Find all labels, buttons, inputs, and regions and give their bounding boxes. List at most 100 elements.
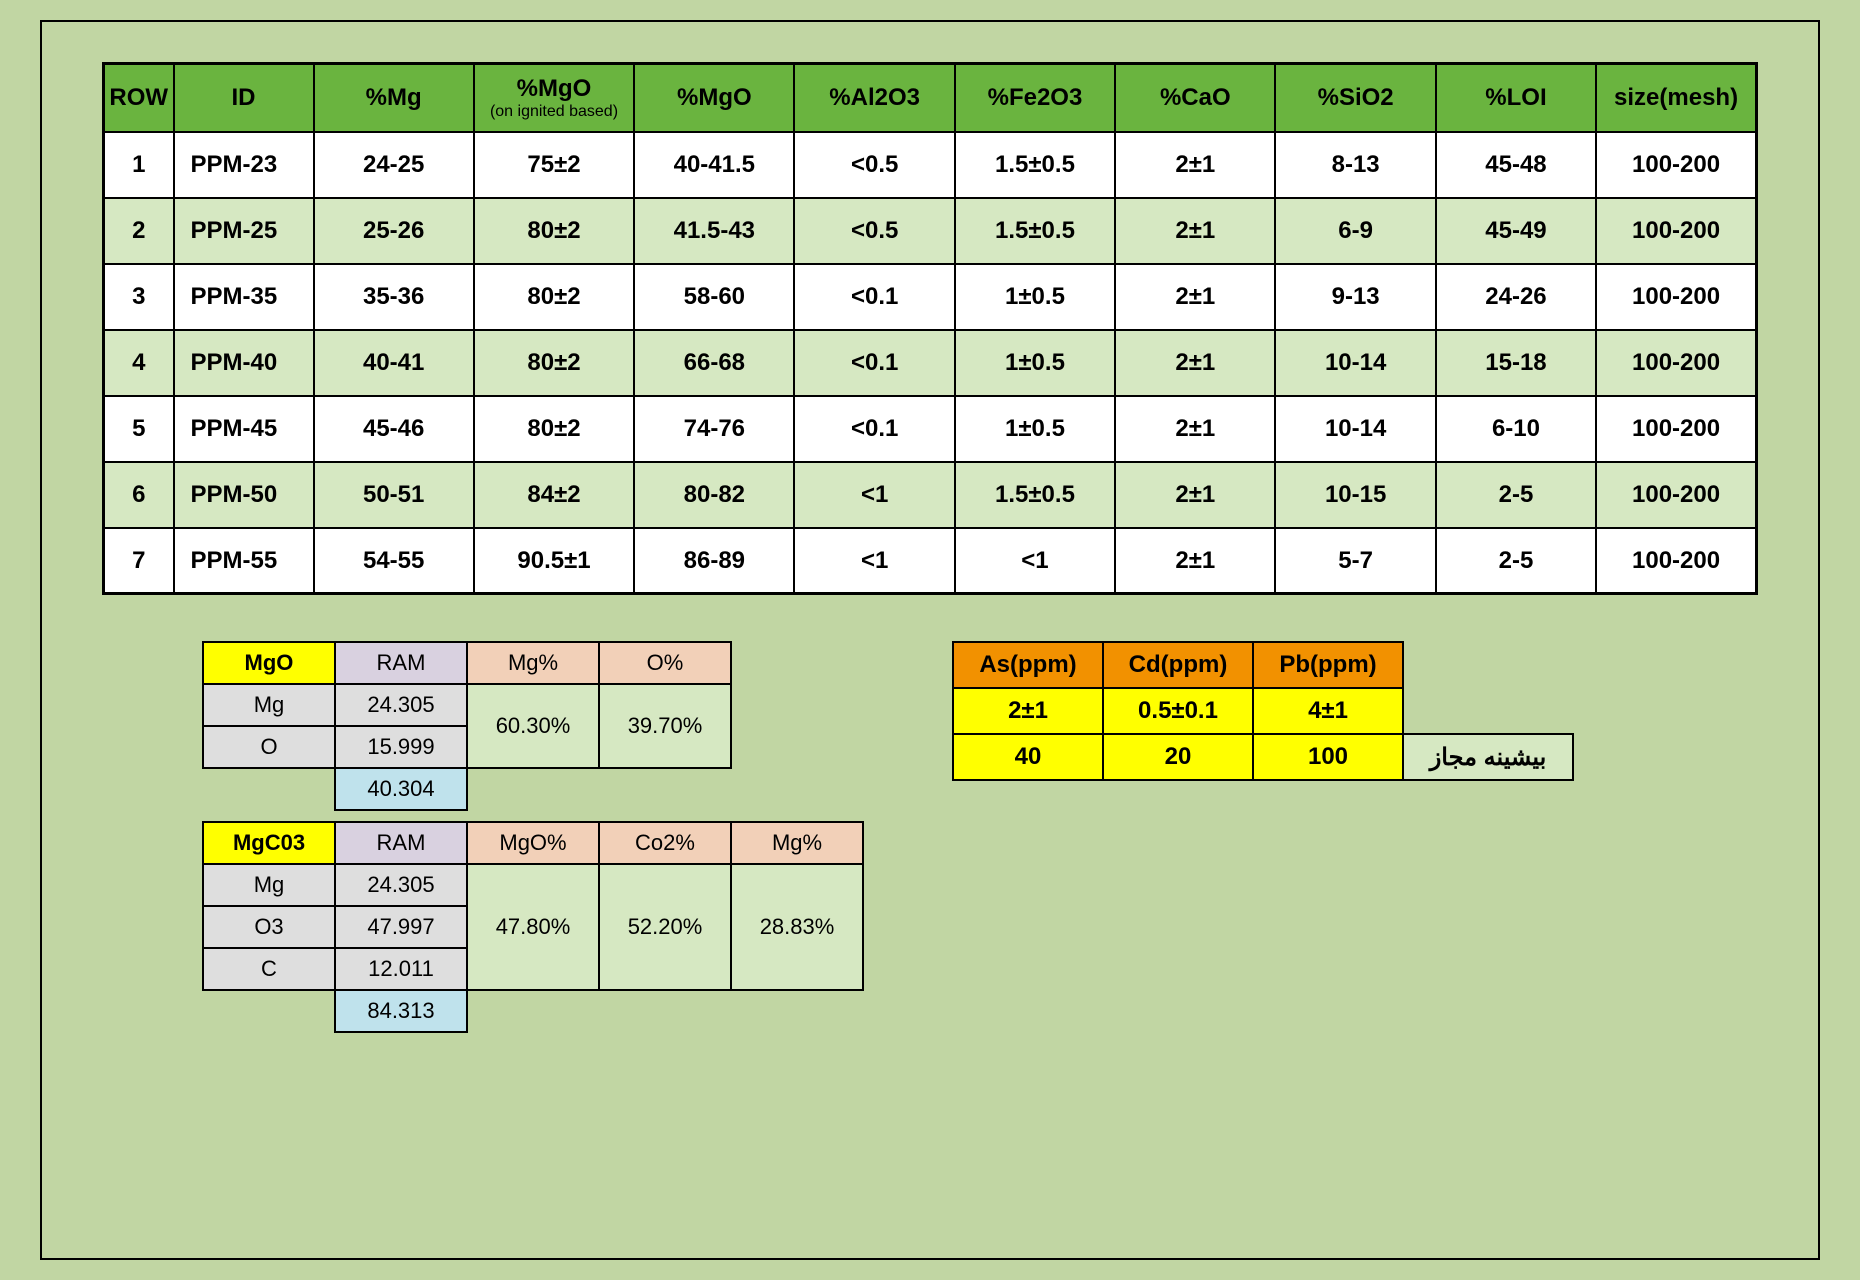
col-mgo: %MgO <box>634 64 794 132</box>
table-cell: 9-13 <box>1275 264 1435 330</box>
col-mgo-ign: %MgO (on ignited based) <box>474 64 634 132</box>
table-cell: 1±0.5 <box>955 396 1115 462</box>
specs-table: ROW ID %Mg %MgO (on ignited based) %MgO … <box>102 62 1758 595</box>
col-mg: %Mg <box>314 64 474 132</box>
ppm-limits-table: As(ppm) Cd(ppm) Pb(ppm) 2±1 0.5±0.1 4±1 … <box>952 641 1574 781</box>
table-row: 7PPM-5554-5590.5±186-89<1<12±15-72-5100-… <box>104 528 1757 594</box>
mgo-pct-mg: 60.30% <box>467 684 599 768</box>
ppm-col-cd: Cd(ppm) <box>1103 642 1253 688</box>
table-cell: 100-200 <box>1596 198 1756 264</box>
table-cell: 2 <box>104 198 174 264</box>
mgo-ram-o: 15.999 <box>335 726 467 768</box>
table-row: 6PPM-5050-5184±280-82<11.5±0.52±110-152-… <box>104 462 1757 528</box>
mgo-col-ram: RAM <box>335 642 467 684</box>
table-row: 1PPM-2324-2575±240-41.5<0.51.5±0.52±18-1… <box>104 132 1757 198</box>
table-cell: PPM-50 <box>174 462 314 528</box>
table-cell: <1 <box>794 528 954 594</box>
mgo-pct-o: 39.70% <box>599 684 731 768</box>
table-cell: 54-55 <box>314 528 474 594</box>
table-cell: <1 <box>955 528 1115 594</box>
mgo-total: 40.304 <box>335 768 467 810</box>
table-cell: 4 <box>104 330 174 396</box>
table-cell: 1.5±0.5 <box>955 132 1115 198</box>
table-cell: <1 <box>794 462 954 528</box>
mgo-col-mgpct: Mg% <box>467 642 599 684</box>
table-cell: 2±1 <box>1115 198 1275 264</box>
col-al2o3: %Al2O3 <box>794 64 954 132</box>
table-cell: 100-200 <box>1596 396 1756 462</box>
table-cell: PPM-45 <box>174 396 314 462</box>
table-cell: 6-9 <box>1275 198 1435 264</box>
ppm-max-as: 40 <box>953 734 1103 780</box>
ppm-col-pb: Pb(ppm) <box>1253 642 1403 688</box>
mgco3-pct-mg: 28.83% <box>731 864 863 990</box>
table-cell: 80±2 <box>474 396 634 462</box>
col-id: ID <box>174 64 314 132</box>
table-cell: 80±2 <box>474 330 634 396</box>
table-cell: 84±2 <box>474 462 634 528</box>
table-cell: 74-76 <box>634 396 794 462</box>
table-cell: 1±0.5 <box>955 330 1115 396</box>
table-cell: 5 <box>104 396 174 462</box>
table-cell: 45-49 <box>1436 198 1596 264</box>
mgco3-el-o3: O3 <box>203 906 335 948</box>
mgco3-pct-co2: 52.20% <box>599 864 731 990</box>
table-cell: PPM-23 <box>174 132 314 198</box>
table-cell: 86-89 <box>634 528 794 594</box>
ppm-val-as: 2±1 <box>953 688 1103 734</box>
table-cell: 2±1 <box>1115 528 1275 594</box>
table-cell: 80-82 <box>634 462 794 528</box>
table-cell: 58-60 <box>634 264 794 330</box>
table-cell: 1 <box>104 132 174 198</box>
table-cell: 50-51 <box>314 462 474 528</box>
mgo-ram-mg: 24.305 <box>335 684 467 726</box>
mgco3-col-mgo: MgO% <box>467 822 599 864</box>
ppm-col-as: As(ppm) <box>953 642 1103 688</box>
table-cell: PPM-35 <box>174 264 314 330</box>
col-cao: %CaO <box>1115 64 1275 132</box>
table-cell: 15-18 <box>1436 330 1596 396</box>
mgco3-total: 84.313 <box>335 990 467 1032</box>
table-cell: 10-15 <box>1275 462 1435 528</box>
mgco3-ram-o3: 47.997 <box>335 906 467 948</box>
mgco3-pct-mgo: 47.80% <box>467 864 599 990</box>
mgo-el-o: O <box>203 726 335 768</box>
ppm-val-pb: 4±1 <box>1253 688 1403 734</box>
col-fe2o3: %Fe2O3 <box>955 64 1115 132</box>
table-cell: 80±2 <box>474 264 634 330</box>
ppm-val-cd: 0.5±0.1 <box>1103 688 1253 734</box>
table-cell: 6-10 <box>1436 396 1596 462</box>
table-cell: 1.5±0.5 <box>955 198 1115 264</box>
specs-header-row: ROW ID %Mg %MgO (on ignited based) %MgO … <box>104 64 1757 132</box>
table-cell: 40-41 <box>314 330 474 396</box>
table-cell: <0.1 <box>794 330 954 396</box>
mgo-title: MgO <box>203 642 335 684</box>
table-cell: 40-41.5 <box>634 132 794 198</box>
table-cell: <0.1 <box>794 264 954 330</box>
table-cell: <0.5 <box>794 198 954 264</box>
mgco3-col-ram: RAM <box>335 822 467 864</box>
table-cell: 2±1 <box>1115 396 1275 462</box>
table-cell: 45-48 <box>1436 132 1596 198</box>
table-cell: 2±1 <box>1115 264 1275 330</box>
ppm-max-label: بیشینه مجاز <box>1403 734 1573 780</box>
table-cell: 66-68 <box>634 330 794 396</box>
table-row: 2PPM-2525-2680±241.5-43<0.51.5±0.52±16-9… <box>104 198 1757 264</box>
mgco3-ram-mg: 24.305 <box>335 864 467 906</box>
table-cell: <0.5 <box>794 132 954 198</box>
table-cell: 100-200 <box>1596 462 1756 528</box>
mgo-comp-table: MgO RAM Mg% O% Mg 24.305 60.30% 39.70% O… <box>202 641 732 811</box>
table-cell: 2-5 <box>1436 528 1596 594</box>
mgco3-ram-c: 12.011 <box>335 948 467 990</box>
table-cell: 100-200 <box>1596 264 1756 330</box>
table-cell: 3 <box>104 264 174 330</box>
table-cell: 24-26 <box>1436 264 1596 330</box>
table-cell: 1.5±0.5 <box>955 462 1115 528</box>
col-row: ROW <box>104 64 174 132</box>
mgco3-col-co2: Co2% <box>599 822 731 864</box>
mgo-el-mg: Mg <box>203 684 335 726</box>
table-cell: PPM-55 <box>174 528 314 594</box>
ppm-max-pb: 100 <box>1253 734 1403 780</box>
table-cell: 10-14 <box>1275 396 1435 462</box>
table-cell: PPM-25 <box>174 198 314 264</box>
